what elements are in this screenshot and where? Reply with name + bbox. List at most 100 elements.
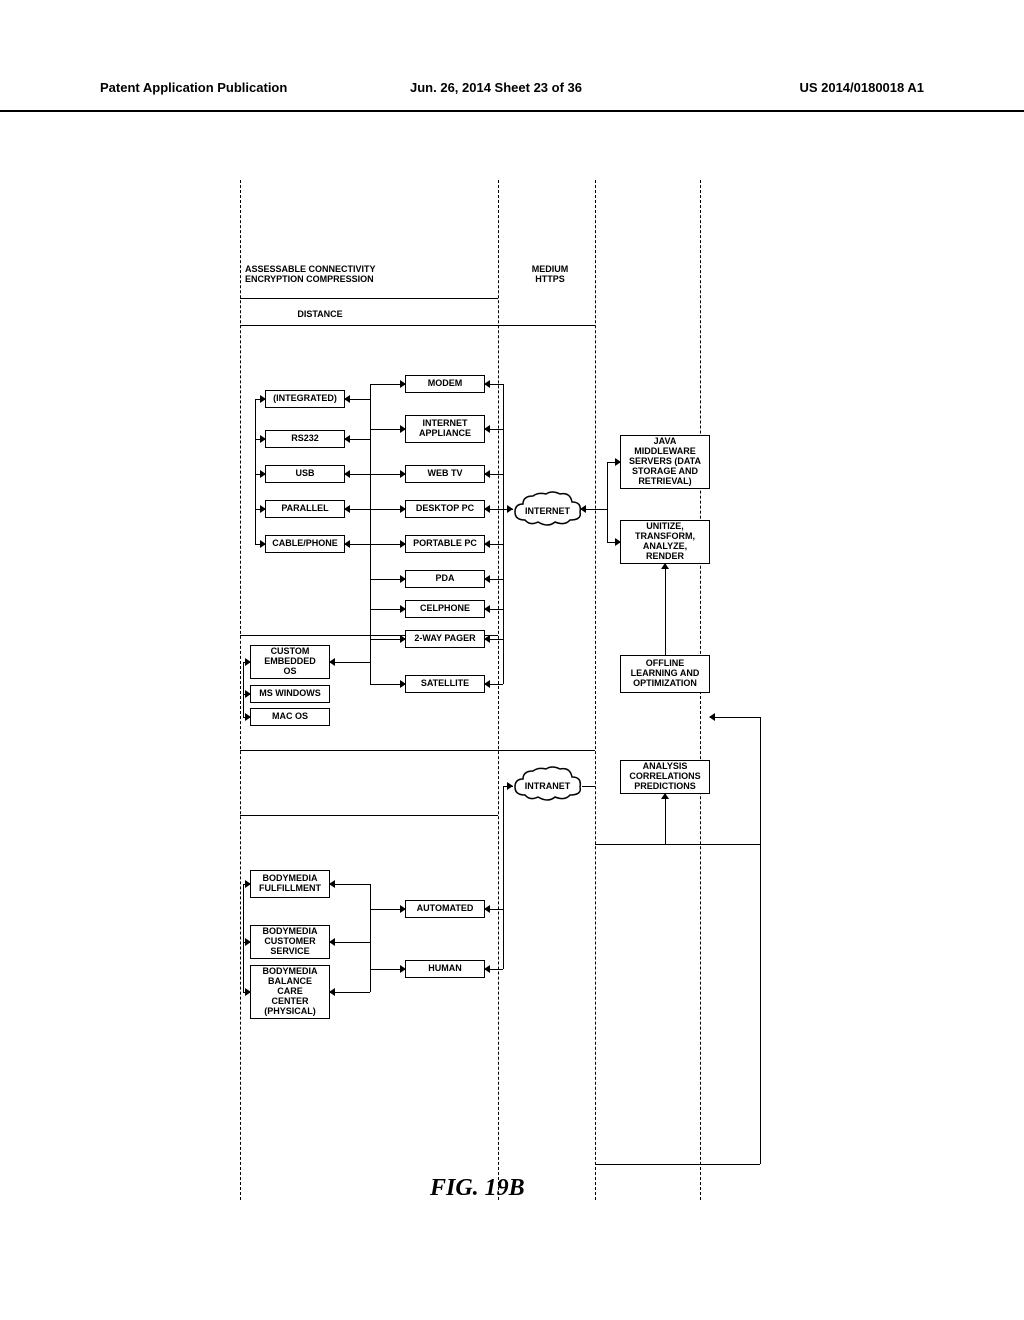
a-java-l	[615, 458, 621, 466]
box-satellite: SATELLITE	[405, 675, 485, 693]
a-webtv-l	[400, 470, 406, 478]
a-intranet-l	[507, 782, 513, 790]
a-parallel-r	[344, 505, 350, 513]
h-sep-5	[240, 815, 498, 816]
label-medium: MEDIUMHTTPS	[520, 265, 580, 285]
a-portable-l	[400, 540, 406, 548]
c-bottom-h	[595, 1164, 760, 1165]
a-balance-r	[329, 988, 335, 996]
a-automated-l	[400, 905, 406, 913]
a-balance-l	[245, 988, 251, 996]
a-internet-r1	[580, 505, 586, 513]
box-unitize: UNITIZE,TRANSFORM,ANALYZE,RENDER	[620, 520, 710, 564]
a-usb-r	[344, 470, 350, 478]
box-java: JAVAMIDDLEWARESERVERS (DATASTORAGE ANDRE…	[620, 435, 710, 489]
box-appliance: INTERNETAPPLIANCE	[405, 415, 485, 443]
cloud-intranet-label: INTRANET	[510, 781, 585, 791]
a-human-l	[400, 965, 406, 973]
divider-1	[240, 180, 241, 1200]
a-parallel-l	[260, 505, 266, 513]
c-fulfill-r	[330, 884, 370, 885]
a-customer-l	[245, 938, 251, 946]
a-satellite-l	[400, 680, 406, 688]
box-usb: USB	[265, 465, 345, 483]
box-balance: BODYMEDIABALANCECARECENTER(PHYSICAL)	[250, 965, 330, 1019]
bus-col1-left	[255, 399, 256, 544]
c-right-tall	[760, 717, 761, 1164]
box-macos: MAC OS	[250, 708, 330, 726]
a-pager-r	[484, 635, 490, 643]
a-cable-r	[344, 540, 350, 548]
diagram: ASSESSABLE CONNECTIVITYENCRYPTION COMPRE…	[220, 180, 780, 1200]
h-sep-1	[240, 298, 498, 299]
a-human-r	[484, 965, 490, 973]
c-customer-r	[330, 942, 370, 943]
page: Patent Application Publication Jun. 26, …	[0, 0, 1024, 1320]
box-celphone: CELPHONE	[405, 600, 485, 618]
a-celphone-l	[400, 605, 406, 613]
a-desktop-r	[484, 505, 490, 513]
c-analysis-h	[595, 844, 760, 845]
a-appliance-r	[484, 425, 490, 433]
cloud-internet-label: INTERNET	[510, 506, 585, 516]
box-pager: 2-WAY PAGER	[405, 630, 485, 648]
page-header: Patent Application Publication Jun. 26, …	[0, 80, 1024, 112]
c-unitize-offline	[665, 564, 666, 655]
a-desktop-r2	[507, 505, 513, 513]
bus-auto-right	[503, 786, 504, 969]
a-msw-l	[245, 690, 251, 698]
header-mid: Jun. 26, 2014 Sheet 23 of 36	[410, 80, 582, 95]
box-custom-os: CUSTOMEMBEDDEDOS	[250, 645, 330, 679]
a-integrated-r	[344, 395, 350, 403]
a-fulfill-l	[245, 880, 251, 888]
bus-col2-right	[503, 384, 504, 684]
a-automated-r	[484, 905, 490, 913]
box-webtv: WEB TV	[405, 465, 485, 483]
box-parallel: PARALLEL	[265, 500, 345, 518]
divider-3	[595, 180, 596, 1200]
h-sep-2	[240, 325, 595, 326]
box-pda: PDA	[405, 570, 485, 588]
label-distance: DISTANCE	[280, 310, 360, 320]
a-unitize-offline	[661, 563, 669, 569]
box-modem: MODEM	[405, 375, 485, 393]
box-portable: PORTABLE PC	[405, 535, 485, 553]
box-analysis: ANALYSISCORRELATIONSPREDICTIONS	[620, 760, 710, 794]
divider-2	[498, 180, 499, 1200]
a-customos-l	[245, 658, 251, 666]
box-mswindows: MS WINDOWS	[250, 685, 330, 703]
bus-body-right	[370, 884, 371, 992]
box-rs232: RS232	[265, 430, 345, 448]
h-sep-4	[240, 750, 595, 751]
a-celphone-r	[484, 605, 490, 613]
figure-label: FIG. 19B	[430, 1175, 525, 1202]
bus-os-left	[243, 662, 244, 717]
a-pager-l	[400, 635, 406, 643]
bus-col4-left	[607, 462, 608, 542]
c-right-to-col4	[710, 717, 760, 718]
a-pda-l	[400, 575, 406, 583]
box-fulfillment: BODYMEDIAFULFILLMENT	[250, 870, 330, 898]
c-balance-r	[330, 992, 370, 993]
a-mac-l	[245, 713, 251, 721]
a-desktop-l	[400, 505, 406, 513]
box-desktop: DESKTOP PC	[405, 500, 485, 518]
header-left: Patent Application Publication	[100, 80, 287, 95]
a-satellite-r	[484, 680, 490, 688]
a-cable-l	[260, 540, 266, 548]
a-appliance-l	[400, 425, 406, 433]
a-customer-r	[329, 938, 335, 946]
box-automated: AUTOMATED	[405, 900, 485, 918]
box-customer: BODYMEDIACUSTOMERSERVICE	[250, 925, 330, 959]
cloud-intranet: INTRANET	[510, 765, 585, 807]
box-cablephone: CABLE/PHONE	[265, 535, 345, 553]
a-modem-r	[484, 380, 490, 388]
cloud-internet: INTERNET	[510, 490, 585, 532]
box-offline: OFFLINELEARNING ANDOPTIMIZATION	[620, 655, 710, 693]
c-customos-r	[330, 662, 370, 663]
a-modem-l	[400, 380, 406, 388]
a-portable-r	[484, 540, 490, 548]
a-webtv-r	[484, 470, 490, 478]
a-rs232-l	[260, 435, 266, 443]
a-customos-r	[329, 658, 335, 666]
